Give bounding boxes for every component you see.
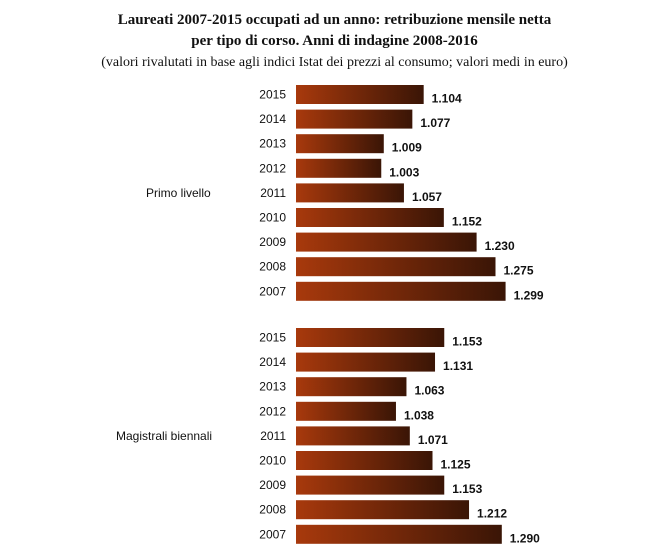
value-label: 1.152 [452,215,482,229]
year-label: 2014 [259,355,286,369]
year-label: 2009 [259,478,286,492]
value-label: 1.057 [412,190,442,204]
year-label: 2015 [259,88,286,102]
bar-0-2009 [296,232,477,252]
bar-0-2015 [296,85,424,104]
year-label: 2010 [259,454,286,468]
group-label: Primo livello [146,186,211,200]
value-label: 1.038 [404,408,434,422]
value-label: 1.071 [418,433,448,447]
year-label: 2011 [260,429,286,443]
chart-title-line2: per tipo di corso. Anni di indagine 2008… [191,33,478,49]
bar-1-2008 [296,500,470,520]
year-label: 2013 [259,380,286,394]
bar-1-2012 [296,401,396,421]
year-label: 2010 [259,211,286,225]
bar-1-2009 [296,475,445,495]
bar-1-2011 [296,426,410,446]
group-label: Magistrali biennali [116,429,212,443]
bar-0-2011 [296,183,404,203]
bar-0-2014 [296,109,413,129]
value-label: 1.009 [392,141,422,155]
bar-1-2015 [296,328,445,347]
bar-1-2007 [296,524,502,544]
value-label: 1.212 [477,507,507,521]
bar-1-2014 [296,352,436,372]
value-label: 1.290 [510,531,540,545]
year-label: 2013 [259,137,286,151]
value-label: 1.063 [414,384,444,398]
year-label: 2007 [259,284,286,298]
value-label: 1.131 [443,359,473,373]
year-label: 2008 [259,260,286,274]
value-label: 1.275 [504,264,534,278]
year-label: 2012 [259,404,286,418]
bar-0-2013 [296,134,384,154]
year-label: 2015 [259,331,286,345]
value-label: 1.125 [441,458,471,472]
year-label: 2014 [259,112,286,126]
bar-0-2008 [296,257,496,277]
chart-title-line1: Laureati 2007-2015 occupati ad un anno: … [117,12,552,28]
value-label: 1.077 [420,116,450,130]
year-label: 2008 [259,503,286,517]
bar-0-2007 [296,281,506,301]
year-label: 2007 [259,527,286,541]
bar-1-2013 [296,377,407,397]
value-label: 1.230 [485,239,515,253]
year-label: 2011 [260,186,286,200]
value-label: 1.153 [452,335,482,349]
year-label: 2009 [259,235,286,249]
value-label: 1.153 [452,482,482,496]
bar-1-2010 [296,451,433,470]
value-label: 1.104 [432,92,462,106]
chart-subtitle: (valori rivalutati in base agli indici I… [101,55,568,70]
value-label: 1.003 [389,165,419,179]
value-label: 1.299 [514,288,544,302]
bar-0-2012 [296,158,382,178]
year-label: 2012 [259,161,286,175]
bar-0-2010 [296,208,444,227]
